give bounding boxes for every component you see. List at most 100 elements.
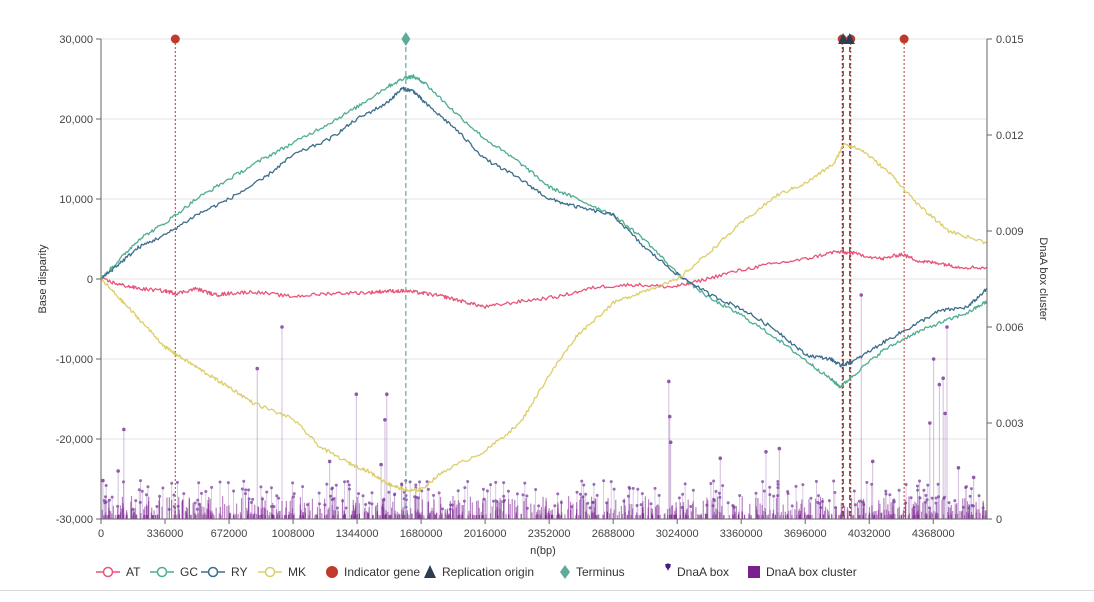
dnaa-box-point: [859, 293, 864, 297]
dnaa-box-point: [226, 481, 230, 485]
dnaa-box-point: [277, 496, 281, 500]
legend: AT GC RY MK Indicator gene Replication origin…: [96, 563, 857, 579]
dnaa-box-layer: [101, 293, 987, 519]
x-tick-label: 3360000: [720, 528, 763, 540]
dnaa-box-point: [570, 505, 574, 509]
dnaa-box-point: [981, 506, 985, 510]
legend-label: AT: [126, 565, 141, 579]
legend-item-dnaa-box[interactable]: DnaA box: [665, 563, 729, 579]
dnaa-box-point: [131, 507, 135, 511]
dnaa-box-point: [370, 502, 374, 506]
legend-item-gc[interactable]: GC: [150, 565, 198, 579]
dnaa-box-point: [402, 497, 406, 501]
dnaa-box-point: [718, 495, 722, 499]
dnaa-box-point: [381, 507, 385, 511]
y-tick-label: -10,000: [56, 354, 93, 366]
dnaa-box-point: [934, 496, 938, 500]
legend-circle-icon: [102, 566, 114, 578]
dnaa-box-point: [714, 489, 718, 493]
dnaa-box-point: [588, 506, 592, 510]
dnaa-box-point: [494, 480, 498, 484]
legend-item-at[interactable]: AT: [96, 565, 141, 579]
dnaa-box-point: [170, 481, 174, 485]
dnaa-box-point: [354, 392, 359, 397]
dnaa-box-point: [492, 499, 496, 503]
dnaa-box-point: [161, 486, 165, 490]
dnaa-box-point: [108, 498, 112, 502]
dnaa-box-point: [832, 479, 836, 483]
legend-item-indicator-gene[interactable]: Indicator gene: [326, 565, 420, 579]
dnaa-box-point: [515, 492, 519, 496]
dnaa-box-point: [140, 489, 144, 493]
dnaa-box-point: [667, 414, 672, 419]
dnaa-box-point: [456, 489, 460, 493]
dnaa-box-point: [628, 487, 632, 491]
legend-label: Replication origin: [442, 565, 534, 579]
legend-circle-icon: [264, 566, 276, 578]
x-axis-title: n(bp): [530, 545, 556, 557]
legend-item-terminus[interactable]: Terminus: [560, 565, 625, 579]
dnaa-box-point: [481, 487, 485, 491]
dnaa-box-point: [816, 500, 820, 504]
dnaa-box-point: [967, 506, 971, 510]
marker-guide-lines: [174, 39, 905, 519]
dnaa-box-point: [934, 501, 938, 505]
legend-label: GC: [180, 565, 198, 579]
dnaa-box-point: [970, 503, 974, 507]
dnaa-box-point: [379, 462, 383, 467]
y2-axis-title: DnaA box cluster: [1037, 237, 1049, 320]
dnaa-box-point: [827, 499, 831, 503]
legend-label: MK: [288, 565, 306, 579]
dnaa-box-point: [761, 480, 765, 484]
dnaa-box-point: [961, 505, 965, 509]
dnaa-box-point: [657, 493, 661, 497]
dnaa-box-point: [280, 325, 284, 329]
dnaa-box-point: [482, 497, 486, 501]
dnaa-box-point: [653, 486, 657, 490]
dnaa-box-point: [393, 492, 397, 496]
terminus-marker: [401, 32, 411, 46]
legend-item-ry[interactable]: RY: [201, 565, 247, 579]
dnaa-box-point: [361, 494, 365, 498]
y2-tick-label: 0.012: [996, 130, 1024, 142]
dnaa-box-point: [816, 494, 820, 498]
legend-triangle-icon: [424, 565, 436, 578]
dnaa-box-point: [801, 483, 805, 487]
dnaa-box-point: [382, 498, 386, 502]
legend-item-mk[interactable]: MK: [258, 565, 306, 579]
dnaa-box-point: [329, 494, 333, 498]
dnaa-box-point: [243, 492, 247, 496]
dnaa-box-point: [259, 485, 263, 489]
dnaa-box-point: [912, 505, 916, 509]
dnaa-box-point: [971, 475, 976, 480]
dnaa-box-point: [591, 500, 595, 504]
dnaa-box-point: [199, 491, 203, 495]
dnaa-box-point: [718, 456, 723, 461]
legend-item-dnaa-box-cluster[interactable]: DnaA box cluster: [748, 565, 857, 579]
legend-item-replication-origin[interactable]: Replication origin: [424, 565, 534, 579]
dnaa-box-point: [870, 482, 874, 486]
dnaa-box-point: [301, 485, 305, 489]
dnaa-box-point: [680, 506, 684, 510]
dnaa-box-point: [317, 491, 321, 495]
dnaa-box-point: [689, 504, 693, 508]
dnaa-box-point: [712, 498, 716, 502]
dnaa-box-point: [943, 411, 947, 416]
dnaa-box-point: [772, 494, 776, 498]
dnaa-box-point: [776, 494, 780, 498]
dnaa-box-point: [176, 504, 180, 508]
x-tick-label: 2352000: [528, 528, 571, 540]
bottom-divider: [0, 590, 1094, 591]
dnaa-box-point: [121, 480, 125, 484]
dnaa-box-point: [754, 491, 758, 495]
dnaa-box-point: [525, 506, 529, 510]
dnaa-box-point: [364, 503, 368, 507]
dnaa-box-point: [265, 490, 269, 494]
dnaa-box-point: [862, 503, 866, 507]
dnaa-box-point: [904, 501, 908, 505]
y-tick-label: 20,000: [59, 114, 93, 126]
dnaa-box-point: [167, 507, 171, 511]
x-tick-label: 1680000: [400, 528, 443, 540]
dnaa-box-point: [857, 499, 861, 503]
